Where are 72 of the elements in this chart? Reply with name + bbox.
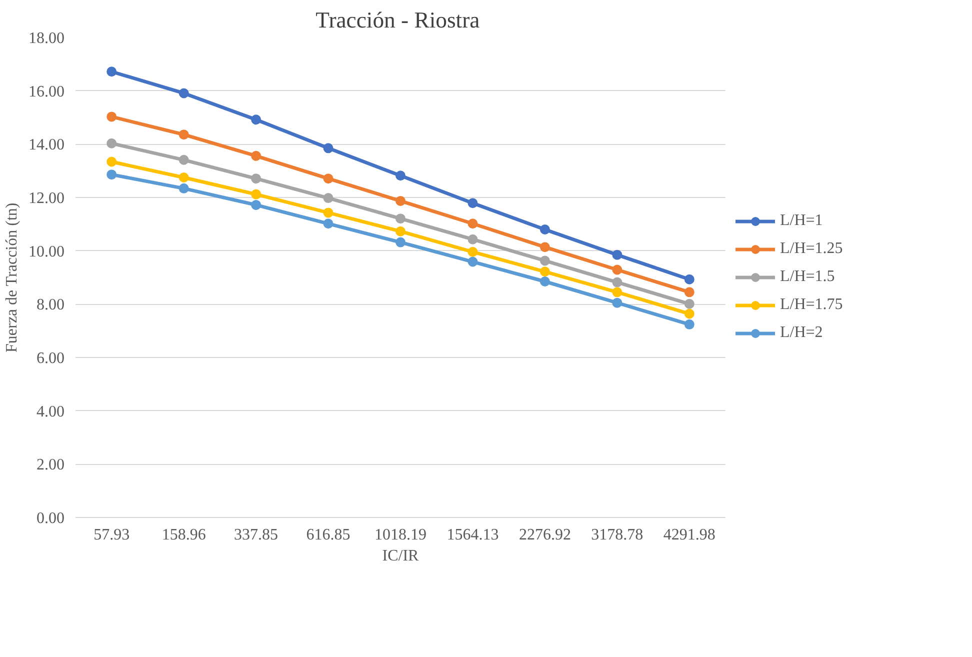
y-tick-label: 10.00: [28, 243, 64, 260]
y-axis-title: Fuerza de Tracción (tn): [4, 202, 20, 353]
y-tick-label: 14.00: [28, 136, 64, 154]
point: [106, 112, 117, 122]
y-tick-label: 8.00: [36, 296, 64, 314]
legend-label: L/H=1: [780, 212, 823, 230]
point: [684, 287, 694, 298]
point: [684, 319, 694, 330]
point: [684, 274, 694, 284]
point: [323, 174, 334, 184]
point: [540, 256, 550, 266]
y-tick-label: 2.00: [36, 456, 64, 474]
point: [396, 196, 406, 206]
point: [540, 276, 550, 286]
point: [540, 242, 550, 252]
point: [612, 287, 622, 298]
point: [396, 170, 406, 181]
point: [612, 277, 622, 288]
point: [468, 256, 478, 267]
x-tick-label: 57.93: [94, 526, 130, 544]
legend-label: L/H=1.5: [780, 268, 835, 286]
point: [178, 154, 189, 165]
x-tick-label: 616.85: [306, 526, 350, 544]
point: [178, 183, 189, 194]
point: [323, 143, 334, 154]
point: [468, 198, 478, 208]
y-tick-label: 6.00: [36, 350, 64, 367]
y-tick-label: 12.00: [28, 190, 64, 207]
point: [106, 156, 117, 167]
x-tick-label: 1018.19: [374, 526, 426, 544]
point: [396, 226, 406, 236]
x-tick-label: 3178.78: [591, 526, 644, 544]
x-tick-label: 4291.98: [663, 526, 716, 544]
y-tick-label: 4.00: [36, 403, 64, 420]
point: [178, 172, 189, 182]
point: [684, 308, 694, 319]
point: [323, 218, 334, 229]
point: [251, 150, 262, 161]
point: [178, 88, 189, 98]
point: [612, 298, 622, 308]
point: [251, 174, 262, 184]
x-tick-label: 158.96: [162, 526, 206, 544]
point: [468, 246, 478, 257]
point: [396, 237, 406, 248]
x-tick-label: 1564.13: [446, 526, 499, 544]
point: [468, 234, 478, 244]
point: [468, 218, 478, 229]
y-tick-label: 18.00: [28, 30, 64, 47]
point: [323, 208, 334, 218]
legend-label: L/H=1.25: [780, 240, 843, 258]
x-tick-label: 337.85: [234, 526, 278, 544]
x-axis-title: IC/IR: [382, 548, 420, 564]
point: [323, 193, 334, 204]
point: [106, 66, 117, 77]
x-tick-label: 2276.92: [518, 526, 571, 544]
point: [540, 224, 550, 234]
point: [106, 138, 117, 148]
legend-label: L/H=2: [780, 324, 823, 342]
chart-title: Tracción - Riostra: [316, 8, 480, 32]
point: [178, 130, 189, 140]
point: [540, 266, 550, 277]
point: [396, 214, 406, 224]
point: [251, 114, 262, 125]
point: [251, 189, 262, 200]
point: [684, 298, 694, 309]
point: [251, 200, 262, 210]
point: [612, 250, 622, 260]
point: [106, 170, 117, 180]
y-tick-label: 16.00: [28, 83, 64, 100]
y-tick-label: 0.00: [36, 510, 64, 527]
legend-label: L/H=1.75: [780, 296, 843, 314]
point: [612, 264, 622, 275]
